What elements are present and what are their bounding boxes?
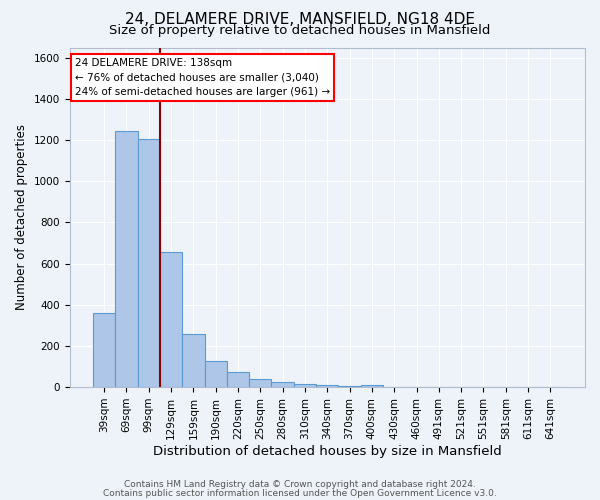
Bar — [227, 372, 249, 387]
Bar — [294, 384, 316, 387]
Bar — [160, 252, 182, 387]
Text: Contains public sector information licensed under the Open Government Licence v3: Contains public sector information licen… — [103, 488, 497, 498]
Text: Contains HM Land Registry data © Crown copyright and database right 2024.: Contains HM Land Registry data © Crown c… — [124, 480, 476, 489]
Bar — [316, 385, 338, 387]
Text: Size of property relative to detached houses in Mansfield: Size of property relative to detached ho… — [109, 24, 491, 37]
Text: 24, DELAMERE DRIVE, MANSFIELD, NG18 4DE: 24, DELAMERE DRIVE, MANSFIELD, NG18 4DE — [125, 12, 475, 28]
Bar — [338, 386, 361, 387]
Bar — [361, 385, 383, 387]
Bar — [137, 139, 160, 387]
Bar — [205, 362, 227, 387]
Bar — [182, 334, 205, 387]
Bar — [115, 131, 137, 387]
X-axis label: Distribution of detached houses by size in Mansfield: Distribution of detached houses by size … — [153, 444, 502, 458]
Text: 24 DELAMERE DRIVE: 138sqm
← 76% of detached houses are smaller (3,040)
24% of se: 24 DELAMERE DRIVE: 138sqm ← 76% of detac… — [74, 58, 330, 98]
Bar — [249, 380, 271, 387]
Bar — [271, 382, 294, 387]
Bar — [93, 313, 115, 387]
Y-axis label: Number of detached properties: Number of detached properties — [15, 124, 28, 310]
